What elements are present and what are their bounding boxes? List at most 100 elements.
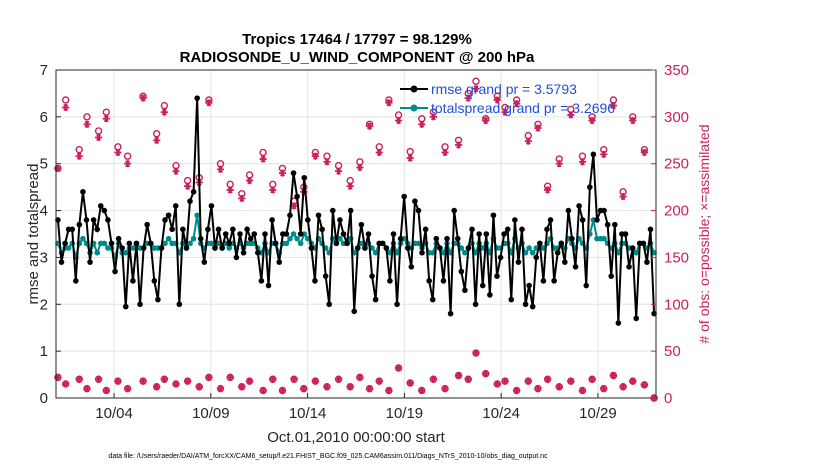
rmse-point xyxy=(72,278,79,284)
obs-assimilated-point xyxy=(375,148,383,156)
rmse-point xyxy=(151,278,158,284)
totalspread-point xyxy=(358,240,365,247)
obs-low-assimilated-point xyxy=(172,380,180,388)
obs-low-assimilated-point xyxy=(195,383,203,391)
y-axis-right-label: # of obs: o=possible; ×=assimilated xyxy=(696,124,712,343)
obs-low-assimilated-point xyxy=(482,370,490,378)
obs-low-assimilated-point xyxy=(395,364,403,372)
obs-low-assimilated-point xyxy=(441,385,449,393)
rmse-point xyxy=(222,231,229,237)
rmse-point xyxy=(383,245,390,251)
rmse-point xyxy=(490,212,497,219)
rmse-point xyxy=(444,235,450,242)
obs-assimilated-point xyxy=(335,167,343,175)
y-left-tick-label: 1 xyxy=(40,343,48,360)
rmse-point xyxy=(283,231,290,237)
rmse-point xyxy=(551,278,557,284)
rmse-point xyxy=(554,249,561,256)
rmse-point xyxy=(94,226,101,233)
obs-low-assimilated-point xyxy=(472,349,480,357)
y-left-tick-label: 6 xyxy=(40,109,48,126)
obs-low-assimilated-point xyxy=(95,375,103,383)
obs-possible-point xyxy=(61,96,70,104)
rmse-point xyxy=(194,95,200,101)
rmse-point xyxy=(426,278,432,284)
obs-low-assimilated-point xyxy=(464,375,472,383)
obs-assimilated-point xyxy=(246,177,254,185)
obs-low-assimilated-point xyxy=(629,377,637,385)
rmse-point xyxy=(462,287,468,294)
obs-assimilated-point xyxy=(418,120,426,128)
rmse-point xyxy=(308,245,315,251)
rmse-point xyxy=(387,278,393,284)
obs-possible-point xyxy=(83,113,91,121)
obs-assimilated-point xyxy=(441,148,449,156)
rmse-point xyxy=(133,240,140,247)
rmse-point xyxy=(558,240,565,247)
rmse-point xyxy=(158,245,165,251)
obs-assimilated-point xyxy=(482,117,490,125)
rmse-point xyxy=(651,310,657,317)
obs-low-assimilated-point xyxy=(600,385,608,393)
rmse-point xyxy=(397,235,404,242)
rmse-point xyxy=(233,254,240,261)
totalspread-point xyxy=(122,249,129,256)
obs-low-assimilated-point xyxy=(139,377,147,385)
rmse-point xyxy=(390,231,397,237)
rmse-point xyxy=(401,193,407,200)
obs-low-assimilated-point xyxy=(609,372,617,380)
totalspread-point xyxy=(190,235,197,242)
rmse-point xyxy=(497,254,504,261)
obs-assimilated-point xyxy=(619,193,627,201)
rmse-point xyxy=(337,217,343,223)
rmse-point xyxy=(294,193,300,200)
rmse-point xyxy=(80,189,86,195)
x-tick-label: 10/29 xyxy=(579,405,617,422)
rmse-point xyxy=(451,207,457,214)
legend-rmse-marker xyxy=(410,85,418,93)
rmse-point xyxy=(301,174,308,181)
obs-assimilated-point xyxy=(501,108,509,116)
rmse-point xyxy=(322,273,329,279)
rmse-point xyxy=(611,221,618,228)
rmse-point xyxy=(208,203,215,209)
y-axis-right-ticks: 0 50 100 150 200 250 300 350 xyxy=(651,62,689,407)
totalspread-point xyxy=(633,249,640,256)
obs-low-assimilated-point xyxy=(83,385,91,393)
rmse-point xyxy=(408,264,415,270)
obs-assimilated-point xyxy=(524,137,532,145)
rmse-point xyxy=(105,217,111,223)
y-right-tick-label: 150 xyxy=(664,249,689,266)
obs-low-assimilated-point xyxy=(102,387,110,395)
rmse-line xyxy=(56,98,656,324)
obs-assimilated-point xyxy=(95,133,103,141)
obs-low-assimilated-point xyxy=(153,383,161,391)
rmse-point xyxy=(594,217,600,223)
obs-low-assimilated-point xyxy=(278,387,286,395)
totalspread-point xyxy=(479,245,486,251)
rmse-point xyxy=(569,235,575,242)
rmse-point xyxy=(201,259,208,265)
rmse-point xyxy=(354,245,361,251)
obs-assimilated-point xyxy=(406,154,414,162)
rmse-point xyxy=(262,231,268,237)
y-axis-left-ticks: 0 1 2 3 4 5 6 7 xyxy=(40,62,61,407)
rmse-point xyxy=(340,231,347,237)
y-axis-left-label: rmse and totalspread xyxy=(25,164,42,305)
rmse-point xyxy=(572,264,579,270)
obs-assimilated-point xyxy=(62,103,70,111)
rmse-point xyxy=(440,278,447,284)
y-right-tick-label: 300 xyxy=(664,109,689,126)
rmse-point xyxy=(537,240,543,247)
rmse-point xyxy=(422,226,429,233)
plot-frame xyxy=(55,69,657,399)
rmse-point xyxy=(544,226,550,233)
rmse-spread-series xyxy=(55,95,657,326)
obs-low-assimilated-point xyxy=(406,379,414,387)
totalspread-point xyxy=(429,249,436,256)
obs-low-assimilated-point xyxy=(246,377,254,385)
rmse-point xyxy=(312,278,318,284)
y-left-tick-label: 7 xyxy=(40,62,48,79)
rmse-point xyxy=(494,273,500,279)
rmse-point xyxy=(372,296,379,303)
